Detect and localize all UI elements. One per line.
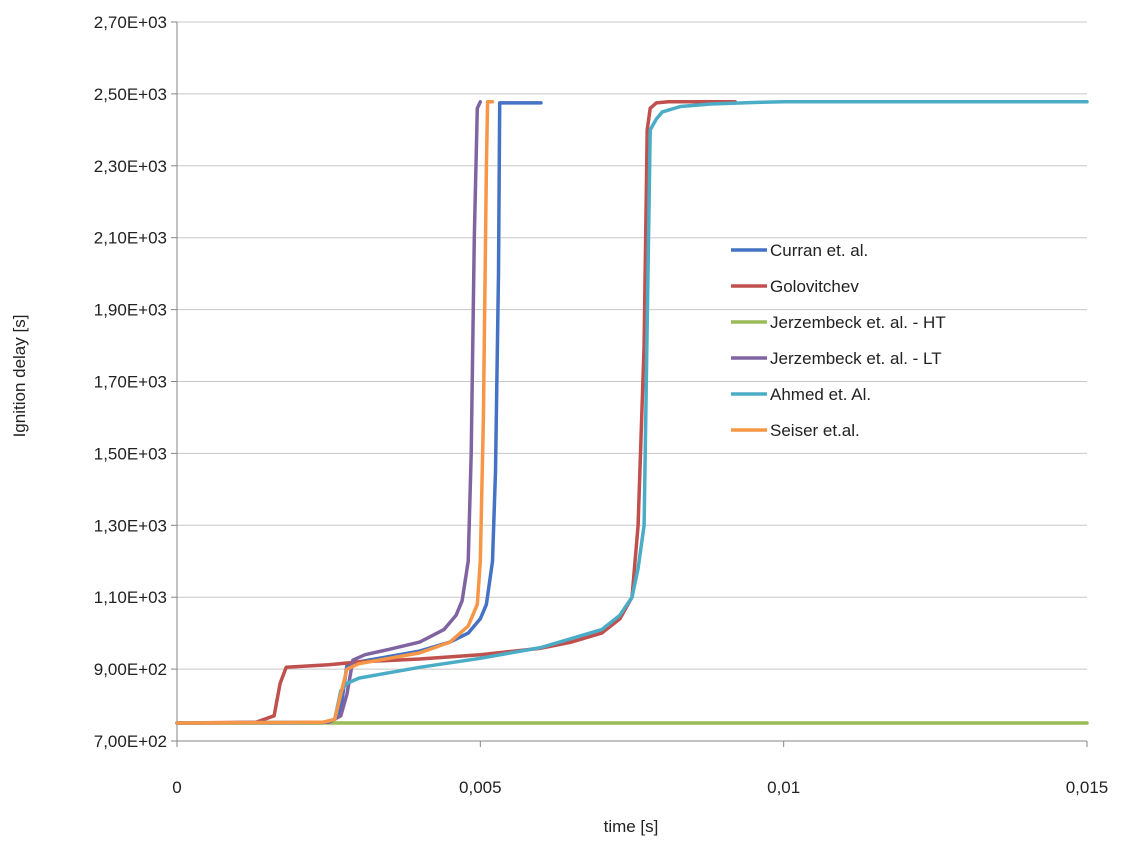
series-lines — [175, 100, 1089, 725]
legend-label: Curran et. al. — [770, 241, 868, 260]
x-tick-label: 0,01 — [767, 778, 800, 797]
y-tick-label: 2,50E+03 — [94, 85, 167, 104]
y-tick-label: 1,70E+03 — [94, 373, 167, 392]
series-line-6 — [175, 100, 495, 725]
series-line-5 — [175, 100, 1089, 725]
y-tick-label: 2,10E+03 — [94, 229, 167, 248]
legend-label: Seiser et.al. — [770, 421, 860, 440]
series-line-4 — [175, 100, 483, 725]
legend-label: Jerzembeck et. al. - LT — [770, 349, 942, 368]
y-tick-label: 2,70E+03 — [94, 13, 167, 32]
legend-label: Golovitchev — [770, 277, 859, 296]
y-tick-label: 9,00E+02 — [94, 660, 167, 679]
y-tick-label: 1,50E+03 — [94, 444, 167, 463]
y-axis-title: Ignition delay [s] — [10, 315, 29, 438]
legend-label: Ahmed et. Al. — [770, 385, 871, 404]
y-tick-label: 1,90E+03 — [94, 301, 167, 320]
x-tick-label: 0 — [172, 778, 181, 797]
axes: 7,00E+02 9,00E+02 1,10E+03 1,30E+03 1,50E+03… — [94, 13, 1109, 797]
legend: Curran et. al. Golovitchev Jerzembeck et. … — [731, 241, 946, 440]
x-tick-label: 0,005 — [459, 778, 502, 797]
gridlines — [177, 21, 1087, 670]
y-tick-label: 1,30E+03 — [94, 516, 167, 535]
legend-label: Jerzembeck et. al. - HT — [770, 313, 946, 332]
series-line-2 — [175, 100, 737, 725]
x-axis-title: time [s] — [604, 817, 659, 836]
y-tick-label: 1,10E+03 — [94, 588, 167, 607]
y-tick-label: 2,30E+03 — [94, 157, 167, 176]
x-tick-label: 0,015 — [1066, 778, 1109, 797]
y-tick-label: 7,00E+02 — [94, 732, 167, 751]
